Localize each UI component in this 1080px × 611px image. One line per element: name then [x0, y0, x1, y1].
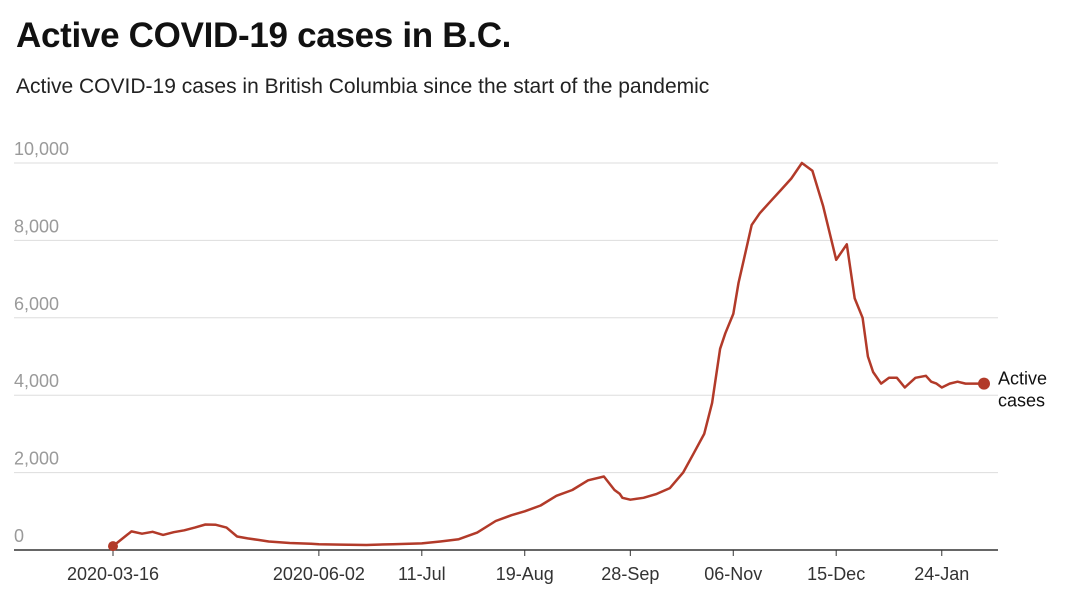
- grid-lines: [14, 162, 998, 474]
- y-tick-label: 4,000: [14, 371, 59, 391]
- y-tick-label: 0: [14, 526, 24, 546]
- x-tick-label: 15-Dec: [807, 564, 865, 584]
- x-axis-tick-labels: 2020-03-16 2020-06-02 11-Jul 19-Aug 28-Sep 06…: [67, 550, 969, 584]
- x-tick-label: 06-Nov: [704, 564, 762, 584]
- chart-subtitle: Active COVID-19 cases in British Columbi…: [16, 75, 710, 98]
- y-axis-tick-labels: 0 2,000 4,000 6,000 8,000 10,000: [14, 139, 69, 546]
- series-layer: Active cases: [108, 161, 1047, 552]
- series-start-point: [108, 541, 118, 552]
- chart-area: 0 2,000 4,000 6,000 8,000 10,000 2020-03-16 20…: [0, 130, 1080, 606]
- x-tick-label: 28-Sep: [601, 564, 659, 584]
- x-tick-label: 24-Jan: [914, 564, 969, 584]
- x-tick-label: 2020-06-02: [273, 564, 365, 584]
- y-tick-label: 6,000: [14, 294, 59, 314]
- y-tick-label: 10,000: [14, 139, 69, 159]
- x-tick-label: 19-Aug: [496, 564, 554, 584]
- series-line-active-cases: [111, 161, 986, 548]
- x-tick-label: 2020-03-16: [67, 564, 159, 584]
- y-tick-label: 8,000: [14, 216, 59, 236]
- chart-title: Active COVID-19 cases in B.C.: [16, 16, 512, 55]
- series-label: Active cases: [998, 369, 1047, 411]
- x-tick-label: 11-Jul: [398, 564, 446, 584]
- series-end-point: [978, 377, 990, 390]
- y-tick-label: 2,000: [14, 449, 59, 469]
